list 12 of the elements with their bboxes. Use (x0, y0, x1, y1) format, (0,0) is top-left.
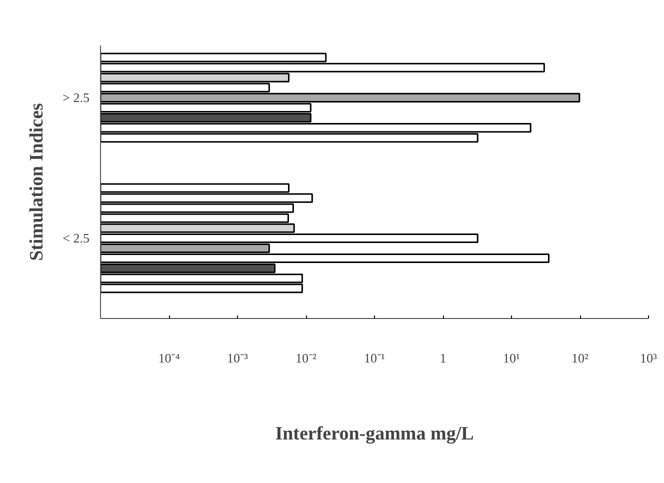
x-tick-label: 10⁻³ (227, 350, 248, 366)
x-tick-label: 10² (572, 350, 589, 366)
y-axis-title: Stimulation Indices (26, 103, 48, 261)
x-tick-label: 10³ (640, 350, 658, 366)
x-tick-label: 10⁻⁴ (158, 350, 180, 366)
x-tick-label: 10¹ (503, 350, 520, 366)
x-tick-label: 1 (440, 350, 446, 366)
x-tick-label: 10⁻² (296, 350, 317, 366)
y-tick-label: > 2.5 (62, 90, 90, 106)
x-axis-title: Interferon-gamma mg/L (275, 424, 474, 444)
x-tick-label: 10⁻¹ (364, 350, 386, 366)
y-tick-label: < 2.5 (62, 230, 90, 246)
